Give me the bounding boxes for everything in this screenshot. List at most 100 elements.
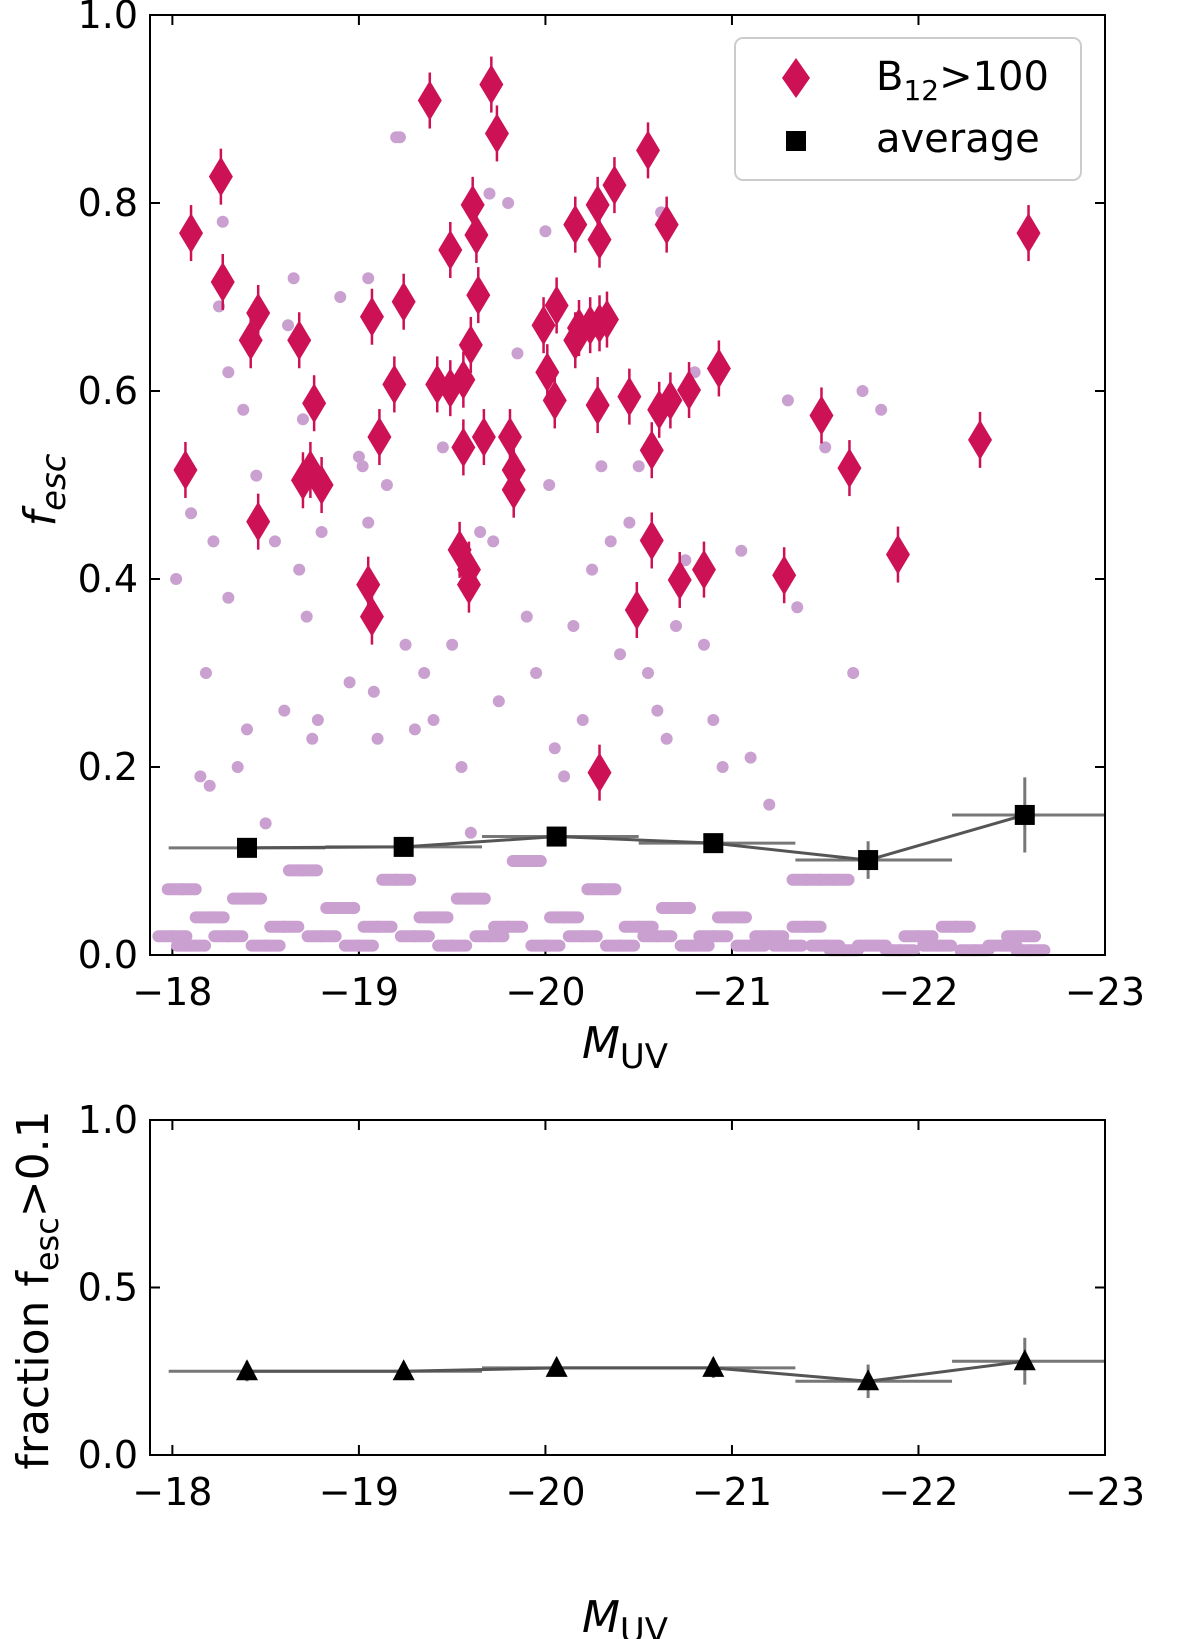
b12-diamond-point bbox=[497, 417, 522, 458]
galaxy-point bbox=[642, 667, 655, 679]
galaxy-point bbox=[604, 535, 617, 548]
b12-diamond-point bbox=[438, 230, 463, 270]
galaxy-point bbox=[530, 667, 543, 679]
b12-diamond-point bbox=[624, 590, 649, 631]
b12-diamond-point bbox=[542, 380, 567, 421]
galaxy-point bbox=[287, 272, 300, 285]
galaxy-point bbox=[427, 714, 440, 726]
galaxy-point bbox=[362, 516, 375, 529]
b12-diamond-point bbox=[636, 130, 661, 171]
b12-diamond-point bbox=[772, 555, 797, 596]
galaxy-point bbox=[567, 620, 580, 632]
average-marker bbox=[858, 850, 879, 871]
galaxy-point bbox=[343, 676, 356, 689]
fraction-marker bbox=[235, 1359, 258, 1381]
y-tick-label: 1.0 bbox=[78, 0, 138, 37]
bottom-panel: −18 −19 −20 −21 −22 −23 0.0 0.5 1.0 bbox=[78, 1098, 1146, 1514]
galaxy-point bbox=[847, 667, 860, 679]
x-tick-label: −23 bbox=[1065, 1470, 1145, 1514]
average-marker bbox=[546, 826, 567, 847]
galaxy-point bbox=[380, 479, 393, 491]
b12-diamond-point bbox=[356, 564, 381, 605]
galaxy-point bbox=[576, 714, 589, 726]
x-axis-label-bottom: MUV bbox=[582, 1592, 668, 1639]
x-tick-label: −22 bbox=[878, 970, 958, 1014]
average-marker bbox=[1014, 804, 1035, 825]
y-tick-label: 0.5 bbox=[78, 1266, 138, 1310]
galaxy-point bbox=[231, 761, 244, 773]
galaxy-point bbox=[334, 291, 347, 303]
galaxy-point bbox=[371, 732, 384, 745]
x-tick-label: −20 bbox=[505, 970, 585, 1014]
x-tick-label: −21 bbox=[692, 970, 772, 1014]
b12-diamond-point bbox=[1016, 213, 1041, 254]
b12-diamond-point bbox=[208, 156, 233, 197]
b12-diamond-point bbox=[451, 359, 476, 400]
galaxy-point bbox=[763, 798, 776, 811]
x-tick-label: −21 bbox=[692, 1470, 772, 1514]
galaxy-point bbox=[455, 761, 468, 773]
y-tick-label: 0.0 bbox=[78, 1433, 138, 1477]
fraction-marker bbox=[1013, 1349, 1036, 1371]
y-tick-label: 0.4 bbox=[78, 557, 138, 601]
b12-diamond-point bbox=[617, 376, 642, 417]
galaxy-point bbox=[222, 591, 235, 604]
galaxy-point bbox=[819, 441, 832, 454]
galaxy-point bbox=[216, 215, 229, 228]
galaxy-point bbox=[474, 526, 487, 538]
galaxy-point bbox=[293, 563, 306, 576]
b12-diamond-point bbox=[458, 324, 483, 365]
galaxy-point bbox=[856, 385, 869, 397]
galaxy-point bbox=[237, 403, 250, 416]
galaxy-point bbox=[185, 507, 198, 520]
galaxy-point bbox=[278, 704, 291, 717]
galaxy-point bbox=[250, 469, 263, 482]
y-tick-label: 0.2 bbox=[78, 745, 138, 789]
legend-square-marker bbox=[786, 131, 806, 151]
b12-diamond-point bbox=[484, 113, 509, 154]
b12-diamond-point bbox=[246, 292, 271, 333]
galaxy-point bbox=[315, 526, 328, 538]
b12-diamond-point bbox=[639, 430, 664, 471]
b12-diamond-point bbox=[531, 305, 556, 346]
galaxy-point bbox=[735, 544, 748, 557]
b12-diamond-point bbox=[417, 80, 442, 121]
b12-diamond-point bbox=[587, 752, 612, 793]
b12-diamond-point bbox=[466, 275, 491, 316]
plot-frame bbox=[149, 1119, 1106, 1456]
y-tick-label: 0.0 bbox=[78, 933, 138, 977]
b12-diamond-point bbox=[460, 184, 485, 225]
galaxy-point bbox=[203, 779, 216, 792]
galaxy-point bbox=[222, 366, 235, 379]
plot-frame bbox=[149, 14, 1106, 956]
galaxy-point bbox=[483, 187, 496, 200]
galaxy-point bbox=[356, 460, 369, 473]
galaxy-point bbox=[492, 695, 505, 708]
galaxy-point bbox=[651, 704, 664, 717]
legend-diamond-marker bbox=[782, 58, 810, 98]
galaxy-point bbox=[268, 535, 281, 548]
b12-diamond-point bbox=[359, 596, 384, 637]
galaxy-point bbox=[511, 347, 524, 360]
galaxy-point bbox=[586, 563, 599, 576]
galaxy-point bbox=[543, 479, 556, 491]
legend-label-average: average bbox=[876, 116, 1040, 162]
b12-diamond-point bbox=[809, 395, 834, 436]
galaxy-point bbox=[669, 620, 682, 632]
average-line bbox=[246, 813, 1026, 862]
galaxy-point bbox=[614, 648, 627, 661]
b12-diamond-point bbox=[479, 64, 504, 105]
galaxy-point bbox=[548, 742, 561, 755]
x-tick-label: −18 bbox=[132, 1470, 212, 1514]
galaxy-point bbox=[520, 610, 533, 623]
b12-diamond-point bbox=[359, 296, 384, 337]
average-marker bbox=[393, 836, 414, 857]
x-tick-label: −22 bbox=[878, 1470, 958, 1514]
x-tick-label: −18 bbox=[132, 970, 212, 1014]
fraction-marker bbox=[545, 1355, 568, 1377]
fraction-line bbox=[246, 1359, 1025, 1383]
b12-diamond-point bbox=[968, 419, 993, 460]
galaxy-point bbox=[408, 723, 421, 736]
average-marker bbox=[703, 833, 724, 854]
